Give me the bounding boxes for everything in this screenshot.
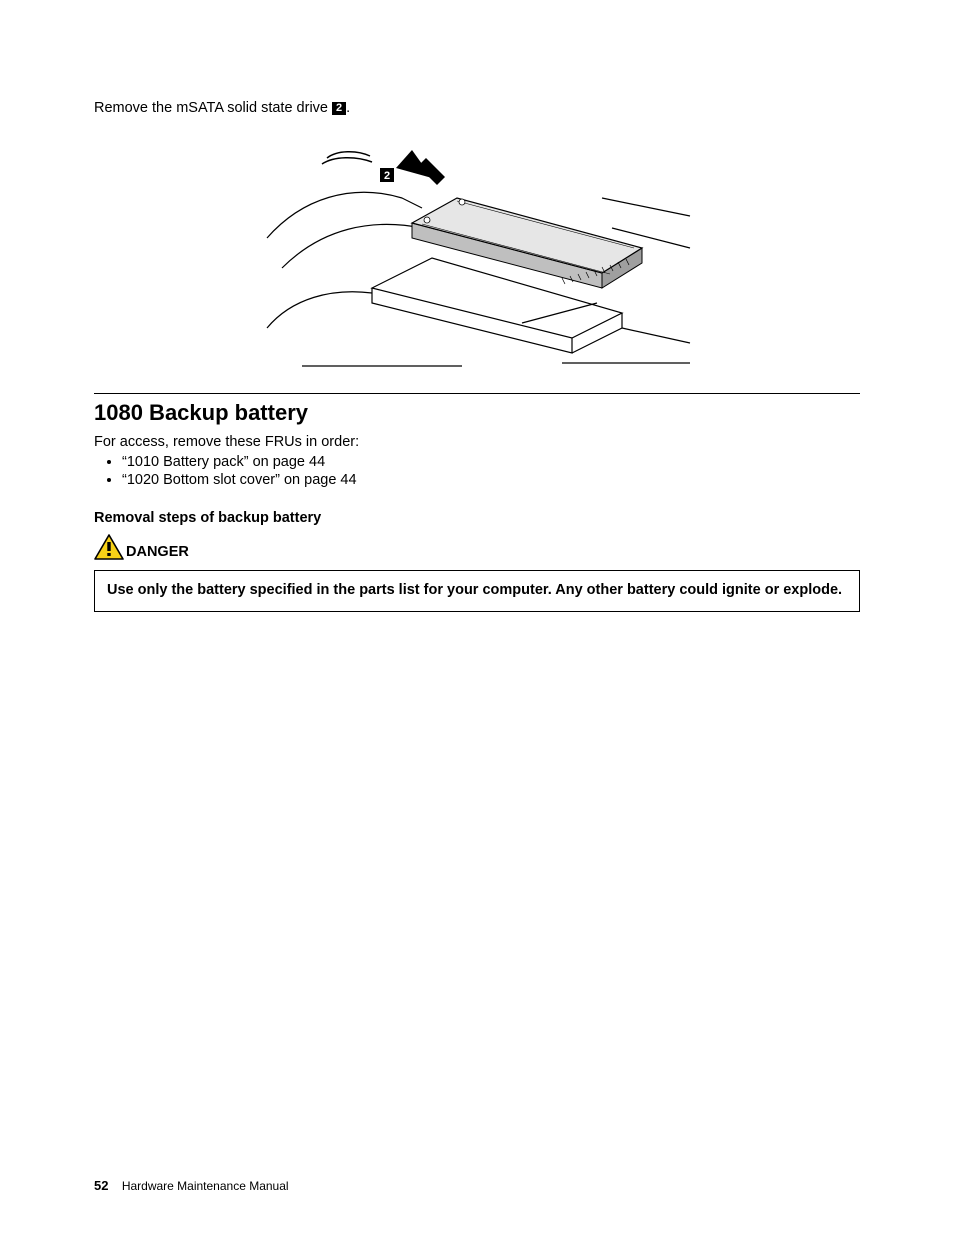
fru-item: “1020 Bottom slot cover” on page 44 xyxy=(122,472,860,488)
fru-item: “1010 Battery pack” on page 44 xyxy=(122,454,860,470)
figure-msata-removal: 2 xyxy=(94,128,860,373)
footer-title: Hardware Maintenance Manual xyxy=(122,1179,289,1193)
danger-heading: DANGER xyxy=(94,534,860,560)
section-title: 1080 Backup battery xyxy=(94,400,860,426)
intro-callout: 2 xyxy=(332,102,346,115)
danger-text: Use only the battery specified in the pa… xyxy=(107,582,842,598)
intro-text: Remove the mSATA solid state drive 2. xyxy=(94,100,860,116)
removal-heading: Removal steps of backup battery xyxy=(94,510,860,526)
intro-before: Remove the mSATA solid state drive xyxy=(94,100,332,116)
page-footer: 52 Hardware Maintenance Manual xyxy=(94,1178,289,1193)
danger-box: Use only the battery specified in the pa… xyxy=(94,570,860,612)
danger-label: DANGER xyxy=(126,544,189,560)
fru-list: “1010 Battery pack” on page 44 “1020 Bot… xyxy=(122,454,860,488)
intro-after: . xyxy=(346,100,350,116)
figure-callout-text: 2 xyxy=(384,170,390,182)
access-text: For access, remove these FRUs in order: xyxy=(94,434,860,450)
danger-icon xyxy=(94,534,124,560)
section-rule xyxy=(94,393,860,394)
msata-diagram: 2 xyxy=(262,128,692,368)
page-number: 52 xyxy=(94,1178,108,1193)
